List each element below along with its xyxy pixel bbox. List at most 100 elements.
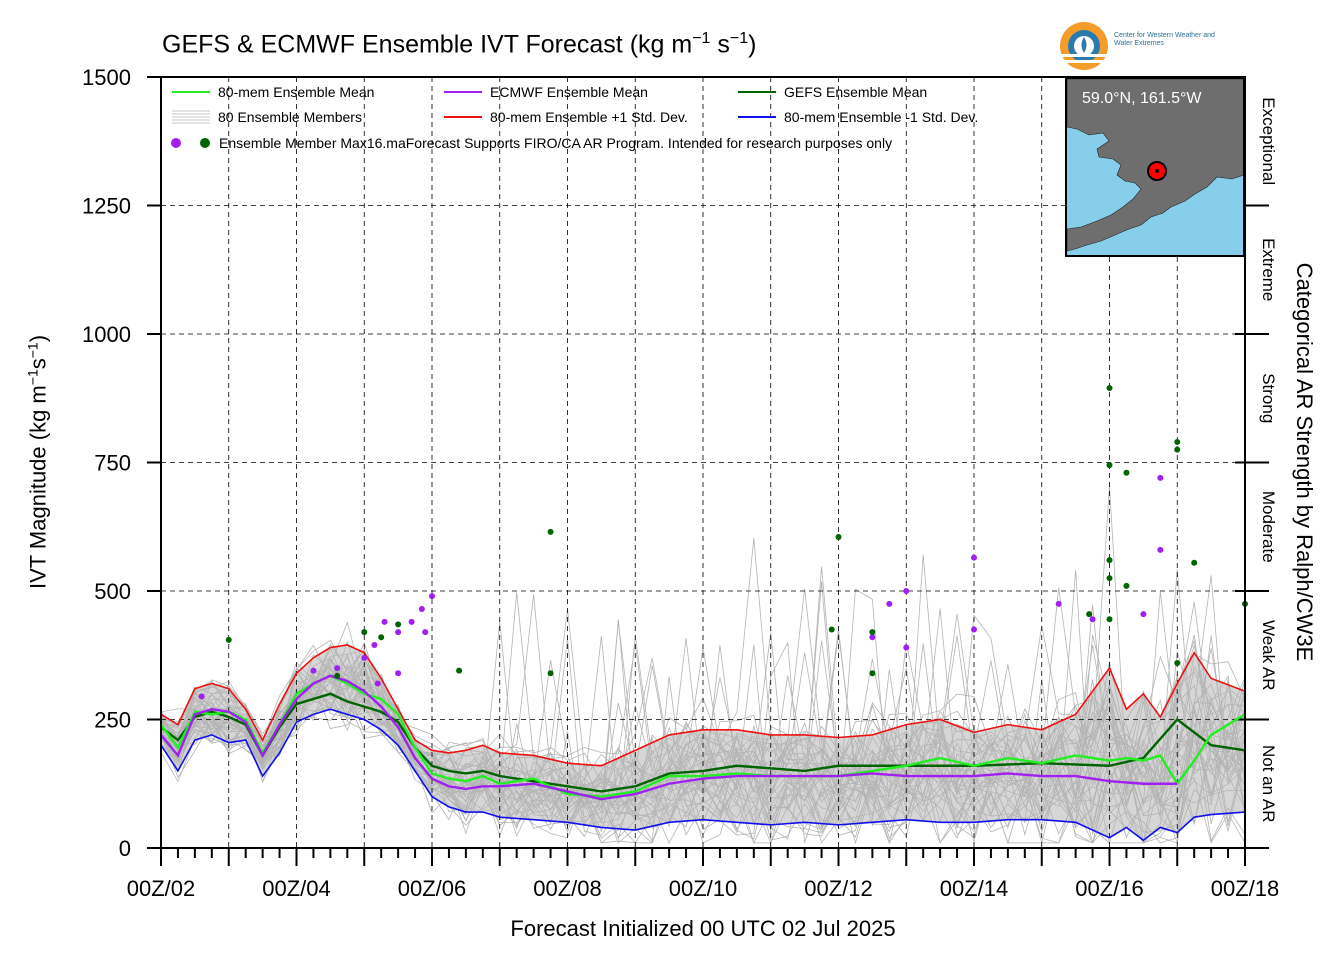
gefs-max-point — [1174, 659, 1181, 666]
ecmwf-max-point — [1140, 611, 1147, 618]
series-line-ecmwf — [160, 674, 1178, 801]
y-tick-label: 250 — [94, 708, 131, 733]
ecmwf-max-point — [1157, 474, 1164, 481]
x-tick-label: 00Z/18 — [1211, 876, 1280, 901]
cw3e-logo-text: Center for Western Weather and Water Ext… — [1114, 32, 1215, 47]
legend-label: GEFS Ensemble Mean — [784, 84, 927, 100]
ecmwf-max-point — [374, 680, 381, 687]
gefs-max-point — [1106, 384, 1113, 391]
ecmwf-max-point — [1089, 616, 1096, 623]
category-label: Not an AR — [1259, 745, 1278, 823]
legend-gefs-dot — [200, 138, 210, 148]
category-label: Strong — [1259, 373, 1278, 423]
x-tick-label: 00Z/14 — [940, 876, 1009, 901]
y-tick-label: 1250 — [82, 194, 131, 219]
x-tick-label: 00Z/16 — [1075, 876, 1144, 901]
cw3e-logo-icon — [1060, 22, 1108, 70]
x-axis-label: Forecast Initialized 00 UTC 02 Jul 2025 — [510, 916, 896, 941]
ecmwf-max-point — [418, 605, 425, 612]
gefs-max-point — [225, 636, 232, 643]
y-tick-label: 1500 — [82, 65, 131, 90]
ecmwf-max-point — [1055, 600, 1062, 607]
y-tick-label: 1000 — [82, 322, 131, 347]
gefs-max-point — [1106, 616, 1113, 623]
legend-ecmwf-dot — [171, 138, 181, 148]
gefs-max-point — [547, 670, 554, 677]
x-tick-label: 00Z/08 — [533, 876, 602, 901]
gefs-max-point — [1191, 559, 1198, 566]
gefs-max-point — [1106, 557, 1113, 564]
ecmwf-max-point — [395, 670, 402, 677]
grid-lines — [161, 77, 1245, 848]
legend-note: Ensemble Member Max16.maForecast Support… — [219, 135, 892, 151]
ecmwf-max-point — [903, 644, 910, 651]
ecmwf-max-point — [381, 618, 388, 625]
gefs-max-point — [1086, 611, 1093, 618]
member-line — [160, 648, 1246, 839]
legend-label: ECMWF Ensemble Mean — [490, 84, 648, 100]
y-axis-label: IVT Magnitude (kg m−1s−1) — [24, 334, 51, 590]
max-points — [198, 384, 1248, 700]
ecmwf-max-point — [310, 667, 317, 674]
gefs-max-point — [361, 629, 368, 636]
gefs-max-point — [869, 629, 876, 636]
category-labels: Exceptional Extreme Strong Moderate Weak AR N… — [1259, 97, 1278, 822]
legend-label: 80-mem Ensemble Mean — [218, 84, 374, 100]
gefs-max-point — [828, 626, 835, 633]
series-line-minus1 — [160, 708, 1246, 842]
gefs-max-point — [1106, 462, 1113, 469]
ecmwf-max-point — [408, 618, 415, 625]
ecmwf-max-point — [1157, 546, 1164, 553]
member-line — [160, 575, 1246, 817]
member-line — [160, 613, 1246, 809]
legend-label: 80-mem Ensemble -1 Std. Dev. — [784, 109, 978, 125]
ecmwf-max-point — [971, 554, 977, 561]
ecmwf-max-point — [371, 641, 378, 648]
ecmwf-max-point — [971, 626, 977, 633]
gefs-max-point — [1123, 582, 1130, 589]
chart-title: GEFS & ECMWF Ensemble IVT Forecast (kg m… — [162, 30, 757, 59]
y-tick-label: 500 — [94, 579, 131, 604]
inset-map-graphic — [1067, 79, 1243, 255]
cw3e-logo: Center for Western Weather and Water Ext… — [1058, 20, 1238, 72]
gefs-max-point — [547, 528, 554, 535]
gefs-max-point — [1174, 438, 1181, 445]
legend: 80-mem Ensemble Mean ECMWF Ensemble Mean G… — [171, 84, 978, 151]
x-tick-label: 00Z/06 — [398, 876, 467, 901]
ecmwf-max-point — [903, 588, 910, 594]
gefs-max-point — [835, 534, 842, 541]
gefs-max-point — [395, 621, 402, 628]
y-tick-label: 0 — [119, 836, 131, 861]
axes: 0 250 500 750 1000 1250 1500 00Z/02 00Z/04 00Z/06… — [82, 65, 1279, 901]
gefs-max-point — [1123, 469, 1130, 476]
ecmwf-max-point — [886, 600, 893, 607]
gefs-max-point — [456, 667, 463, 674]
ecmwf-max-point — [198, 693, 205, 700]
x-tick-label: 00Z/10 — [669, 876, 738, 901]
gefs-max-point — [869, 670, 876, 677]
ecmwf-max-point — [334, 665, 341, 672]
member-line — [160, 641, 1246, 844]
member-line — [160, 679, 1246, 840]
gefs-max-point — [1106, 575, 1113, 582]
x-tick-label: 00Z/12 — [804, 876, 873, 901]
right-axis-label: Categorical AR Strength by Ralph/CW3E — [1292, 262, 1317, 662]
series-line-plus1 — [160, 644, 1246, 767]
ecmwf-max-point — [429, 593, 435, 600]
ecmwf-max-point — [422, 629, 429, 636]
x-tick-label: 00Z/04 — [262, 876, 331, 901]
category-label: Exceptional — [1259, 97, 1278, 185]
gefs-max-point — [334, 672, 341, 679]
ecmwf-max-point — [395, 629, 402, 636]
y-tick-label: 750 — [94, 451, 131, 476]
member-line — [160, 587, 1246, 809]
x-tick-label: 00Z/02 — [127, 876, 196, 901]
series-lines — [160, 644, 1246, 842]
ecmwf-max-point — [361, 654, 368, 661]
gefs-max-point — [1174, 446, 1181, 453]
gefs-max-point — [378, 634, 385, 641]
legend-label: 80 Ensemble Members — [218, 109, 362, 125]
category-label: Weak AR — [1259, 620, 1278, 691]
inset-coordinates: 59.0°N, 161.5°W — [1082, 90, 1202, 107]
